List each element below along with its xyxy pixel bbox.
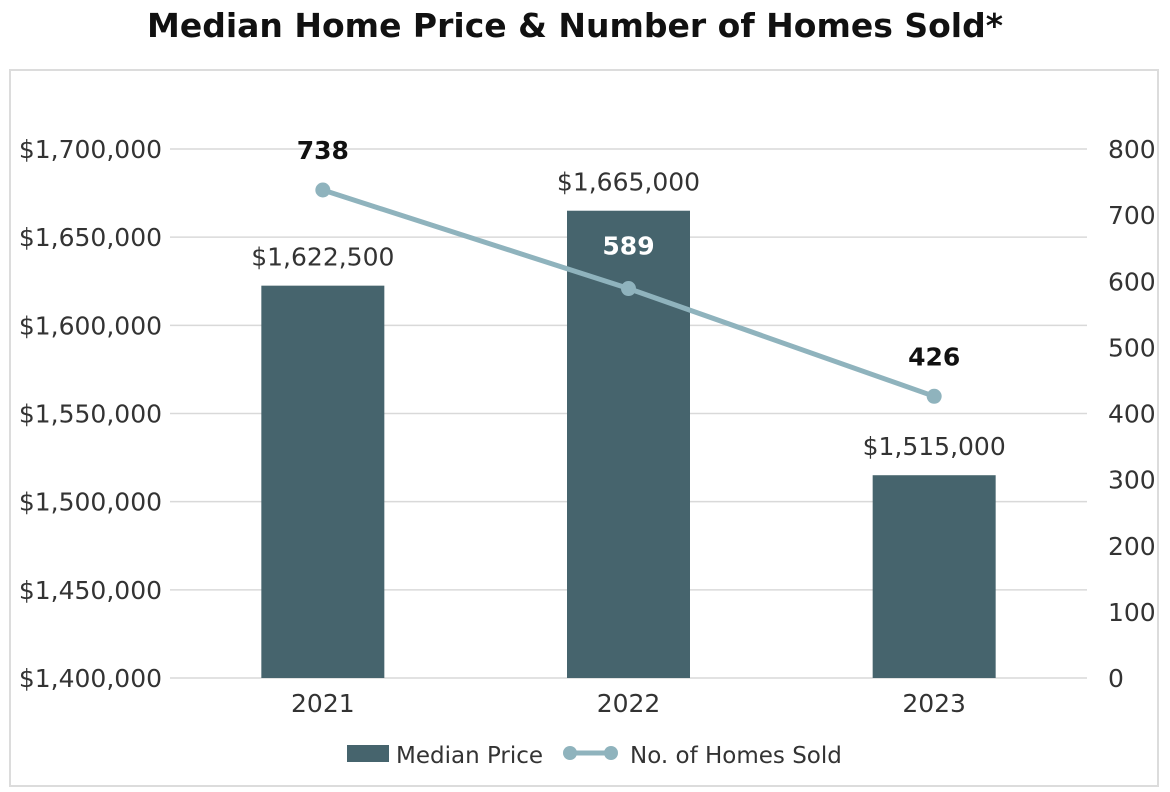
chart-title: Median Home Price & Number of Homes Sold… — [146, 6, 1004, 45]
y-right-tick-label: 100 — [1108, 598, 1156, 627]
y-right-tick-label: 0 — [1108, 664, 1124, 693]
y-right-tick-label: 700 — [1108, 201, 1156, 230]
bar-value-label: $1,515,000 — [863, 432, 1006, 461]
legend-swatch-median-price — [347, 745, 389, 762]
y-right-tick-label: 600 — [1108, 267, 1156, 296]
homes-sold-point — [621, 281, 636, 297]
homes-sold-value-label: 426 — [908, 342, 960, 371]
bar — [872, 475, 996, 678]
y-left-tick-label: $1,650,000 — [19, 223, 162, 252]
legend-swatch-point — [563, 746, 577, 760]
y-left-tick-label: $1,500,000 — [19, 488, 162, 517]
y-right-tick-label: 800 — [1108, 135, 1156, 164]
y-left-tick-label: $1,400,000 — [19, 664, 162, 693]
legend-label-median-price: Median Price — [396, 743, 543, 769]
bar — [261, 285, 385, 678]
x-category-label: 2023 — [902, 689, 966, 718]
bar-value-label: $1,665,000 — [557, 168, 700, 197]
y-right-tick-label: 400 — [1108, 400, 1156, 429]
y-left-tick-label: $1,700,000 — [19, 135, 162, 164]
y-right-tick-label: 500 — [1108, 333, 1156, 362]
x-category-label: 2022 — [597, 689, 661, 718]
homes-sold-value-label: 589 — [602, 232, 654, 261]
legend-label-homes-sold: No. of Homes Sold — [630, 743, 842, 769]
y-left-tick-label: $1,550,000 — [19, 400, 162, 429]
chart-frame — [9, 69, 1159, 787]
bar-value-label: $1,622,500 — [251, 243, 394, 272]
x-category-label: 2021 — [291, 689, 355, 718]
homes-sold-point — [926, 388, 942, 404]
homes-sold-value-label: 738 — [297, 136, 349, 165]
y-left-tick-label: $1,450,000 — [19, 576, 162, 605]
y-left-tick-label: $1,600,000 — [19, 311, 162, 340]
homes-sold-point — [315, 182, 331, 198]
y-right-tick-label: 200 — [1108, 532, 1156, 561]
legend-swatch-point — [604, 746, 618, 760]
y-right-tick-label: 300 — [1108, 466, 1156, 495]
bar — [567, 210, 690, 678]
